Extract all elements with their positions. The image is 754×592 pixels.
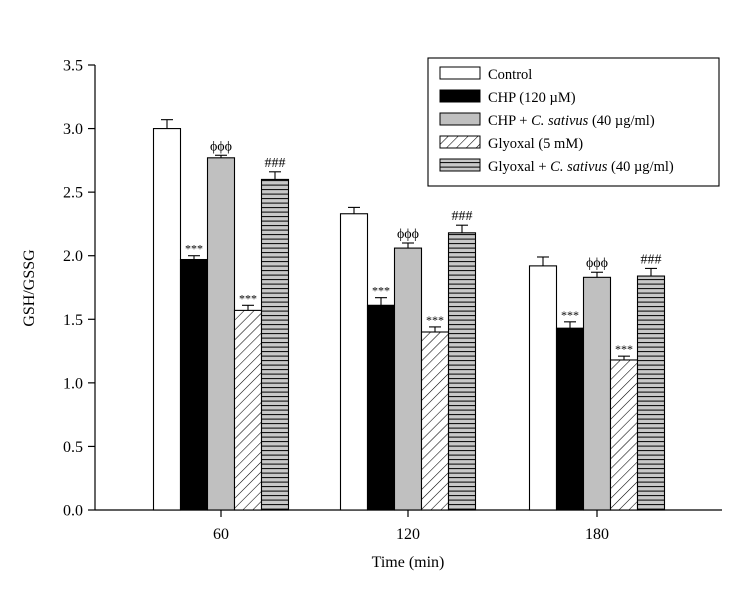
y-tick-label: 2.0: [63, 248, 83, 265]
y-tick-label: 2.5: [63, 185, 83, 202]
legend-swatch: [439, 66, 481, 80]
y-tick-label: 3.0: [63, 121, 83, 138]
legend-label: CHP + C. sativus (40 µg/ml): [488, 113, 655, 129]
legend-swatch: [439, 112, 481, 126]
significance-label: ###: [452, 209, 473, 224]
bar: [206, 157, 236, 511]
legend-label: Glyoxal (5 mM): [488, 136, 583, 152]
bar: [555, 327, 585, 511]
y-tick-label: 1.5: [63, 312, 83, 329]
legend-label: CHP (120 µM): [488, 90, 576, 106]
bar: [366, 304, 396, 511]
bar: [636, 275, 666, 511]
legend-label: Glyoxal + C. sativus (40 µg/ml): [488, 159, 674, 175]
legend: Control CHP (120 µM) CHP + C. sativus (40 …: [427, 57, 720, 187]
bar: [233, 309, 263, 511]
significance-label: ϕϕϕ: [210, 139, 232, 154]
x-tick-label: 120: [396, 526, 420, 543]
x-axis-title: Time (min): [372, 554, 445, 571]
x-tick-label: 180: [585, 526, 609, 543]
bar: [179, 258, 209, 511]
bar: [152, 128, 182, 511]
bar: [339, 213, 369, 511]
bar: [528, 265, 558, 511]
significance-label: ###: [641, 252, 662, 267]
x-tick-label: 60: [213, 526, 229, 543]
bar: [420, 331, 450, 511]
legend-swatch: [439, 135, 481, 149]
bar: [582, 276, 612, 511]
significance-label: ***: [561, 308, 579, 322]
significance-label: ***: [426, 313, 444, 327]
significance-label: ϕϕϕ: [397, 227, 419, 242]
significance-label: ***: [185, 242, 203, 256]
significance-label: ###: [265, 156, 286, 171]
y-tick-label: 0.5: [63, 439, 83, 456]
legend-swatch: [439, 89, 481, 103]
legend-swatch: [439, 158, 481, 172]
significance-label: ***: [615, 342, 633, 356]
legend-label: Control: [488, 67, 532, 83]
y-tick-label: 0.0: [63, 503, 83, 520]
y-tick-label: 1.0: [63, 375, 83, 392]
bar: [609, 359, 639, 511]
bar: [447, 232, 477, 511]
y-axis-title: GSH/GSSG: [21, 249, 38, 327]
significance-label: ***: [372, 284, 390, 298]
bar: [393, 247, 423, 511]
y-tick-label: 3.5: [63, 58, 83, 75]
bar: [260, 178, 290, 511]
plot-area: 0.0 0.5 1.0 1.5 2.0 2.5 3.0 3.5 60 *** ϕϕϕ *** ### 12…: [63, 58, 722, 543]
significance-label: ϕϕϕ: [586, 256, 608, 271]
significance-label: ***: [239, 291, 257, 305]
